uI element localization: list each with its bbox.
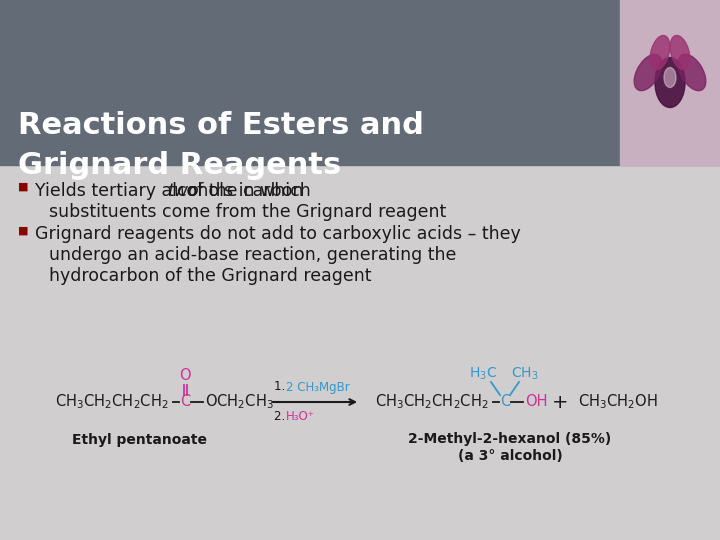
Bar (0, 0, 720, 165)
Text: OCH$_2$CH$_3$: OCH$_2$CH$_3$ (205, 393, 274, 411)
Text: two: two (168, 182, 199, 200)
Ellipse shape (670, 36, 690, 70)
Text: ■: ■ (18, 182, 29, 192)
Text: H₃O⁺: H₃O⁺ (286, 409, 315, 422)
Text: OH: OH (525, 395, 547, 409)
Text: 2-Methyl-2-hexanol (85%): 2-Methyl-2-hexanol (85%) (408, 432, 611, 446)
Bar (620, 0, 720, 165)
Text: 2.: 2. (274, 409, 289, 422)
Text: CH$_3$: CH$_3$ (511, 366, 539, 382)
Text: of the carbon: of the carbon (181, 182, 304, 200)
Text: +: + (552, 393, 568, 411)
Text: 1.: 1. (274, 381, 289, 394)
Text: substituents come from the Grignard reagent: substituents come from the Grignard reag… (49, 202, 446, 221)
Text: O: O (179, 368, 191, 383)
Text: Yields tertiary alcohols in which: Yields tertiary alcohols in which (35, 182, 316, 200)
Ellipse shape (678, 55, 706, 91)
Text: C: C (180, 395, 190, 409)
Ellipse shape (650, 36, 670, 70)
Text: CH$_3$CH$_2$CH$_2$CH$_2$: CH$_3$CH$_2$CH$_2$CH$_2$ (55, 393, 168, 411)
Text: Reactions of Esters and: Reactions of Esters and (18, 111, 424, 139)
Ellipse shape (655, 57, 685, 107)
Text: (a 3° alcohol): (a 3° alcohol) (458, 449, 562, 463)
Text: undergo an acid-base reaction, generating the: undergo an acid-base reaction, generatin… (49, 246, 456, 264)
Text: H$_3$C: H$_3$C (469, 366, 497, 382)
Text: Ethyl pentanoate: Ethyl pentanoate (73, 433, 207, 447)
Text: C: C (500, 395, 510, 409)
Text: hydrocarbon of the Grignard reagent: hydrocarbon of the Grignard reagent (49, 267, 372, 285)
Text: 2 CH₃MgBr: 2 CH₃MgBr (286, 381, 350, 394)
Bar (0, 165, 720, 540)
Text: CH$_3$CH$_2$OH: CH$_3$CH$_2$OH (578, 393, 657, 411)
Ellipse shape (664, 68, 676, 87)
Text: CH$_3$CH$_2$CH$_2$CH$_2$: CH$_3$CH$_2$CH$_2$CH$_2$ (375, 393, 489, 411)
Text: Grignard Reagents: Grignard Reagents (18, 151, 341, 179)
Text: Grignard reagents do not add to carboxylic acids – they: Grignard reagents do not add to carboxyl… (35, 225, 521, 244)
Ellipse shape (634, 55, 662, 91)
Text: ■: ■ (18, 225, 29, 235)
